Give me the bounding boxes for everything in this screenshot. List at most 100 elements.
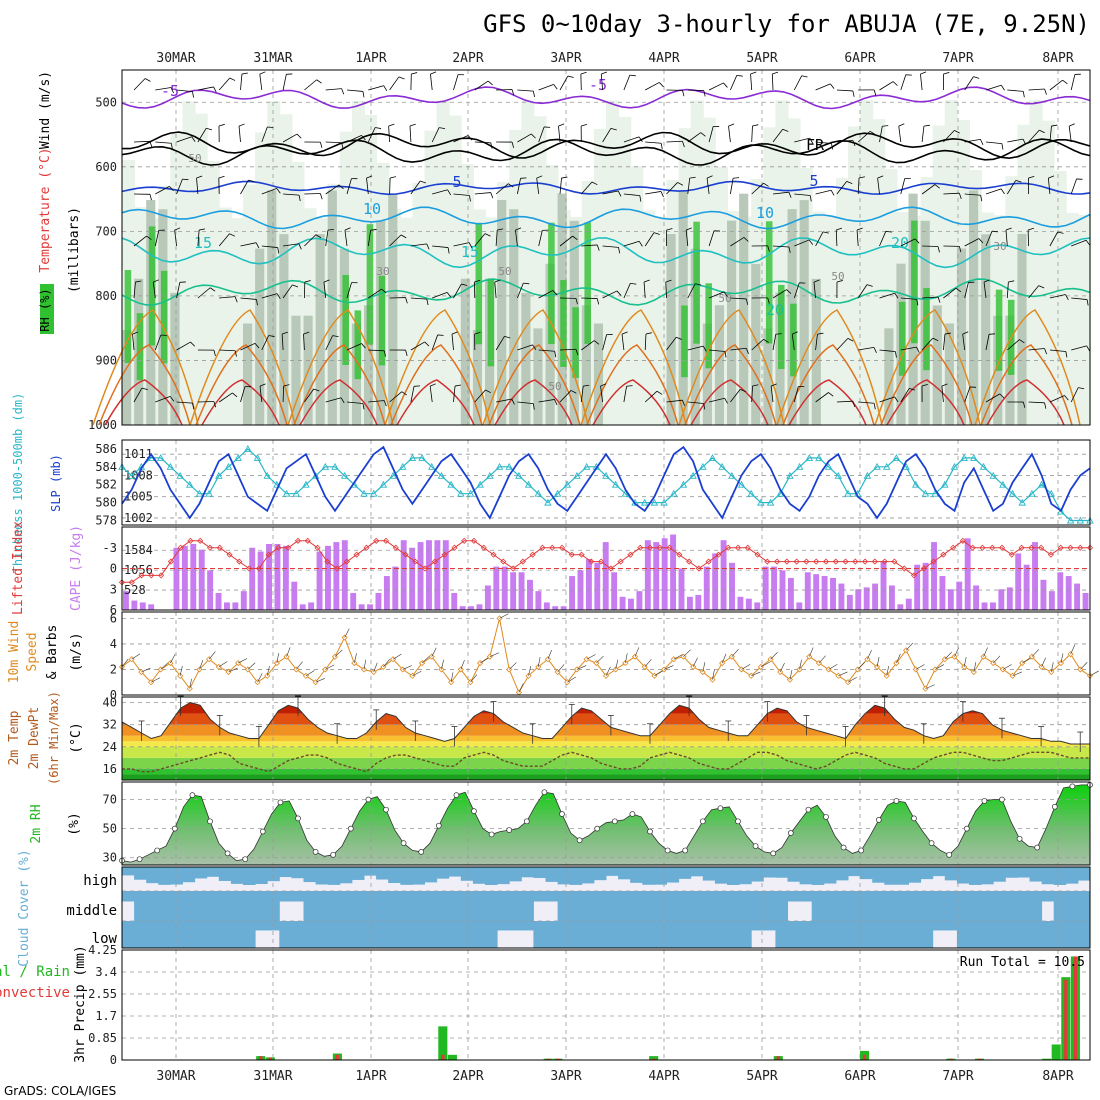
cloud-cell: [690, 867, 704, 877]
wind-barb: [238, 126, 241, 143]
wind-barb: [176, 178, 183, 195]
cloud-cell: [436, 867, 450, 879]
precip-bar: [447, 1054, 457, 1060]
temp-tick: 40: [103, 696, 117, 710]
wind-marker: [457, 666, 464, 673]
wind-barb: [602, 128, 612, 143]
wind-barb: [879, 231, 887, 247]
wind-barb: [346, 282, 352, 299]
rh-band: [606, 100, 620, 425]
wind-barb: [687, 132, 701, 143]
precip-frame: [121, 949, 1091, 1061]
cloud-cell: [799, 891, 813, 902]
li-marker: [343, 558, 350, 565]
temp-band: [122, 724, 1090, 736]
wind-barb: [496, 398, 512, 403]
date-label-top: 31MAR: [253, 51, 292, 66]
wind-barb-flag: [983, 279, 990, 283]
cloud-cell: [969, 921, 982, 948]
wind-barb: [240, 342, 256, 351]
wind-barb-flag: [618, 247, 621, 254]
wind-marker: [254, 679, 261, 686]
wind-barb: [366, 178, 369, 195]
wind-barb-flag: [149, 141, 153, 148]
cloud-cell: [872, 921, 885, 948]
wind-barb-flag: [218, 123, 225, 127]
wind-barb-flag: [135, 280, 142, 283]
wind-barb-flag: [141, 387, 148, 390]
wind-barb: [474, 80, 489, 91]
pressure-tick: 800: [95, 289, 117, 303]
wind-barb: [133, 235, 147, 247]
cape-axis-label: CAPE (J/kg): [69, 525, 84, 611]
wind-barb: [836, 338, 849, 351]
convective-bar: [949, 1058, 953, 1060]
wind-barb: [429, 386, 433, 403]
wind-barb: [666, 182, 678, 195]
wind-barb: [794, 239, 810, 247]
wind-barb-flag: [389, 176, 397, 179]
wind-barb: [964, 282, 969, 299]
cloud-cell: [158, 921, 171, 948]
wind-barb: [389, 391, 403, 403]
rh-band: [835, 178, 849, 425]
rh-marker: [805, 806, 812, 813]
wind-barb: [1028, 401, 1045, 404]
wind-barb: [518, 683, 524, 693]
cloud-cell: [944, 891, 958, 921]
wind-barb: [474, 192, 491, 195]
wind-barb-flag: [1086, 299, 1089, 306]
thickness-marker: [379, 480, 388, 488]
cape-bar: [493, 566, 500, 610]
wind-barb-flag: [639, 195, 642, 202]
wind-barb-flag: [591, 181, 598, 186]
cloud-cell: [569, 867, 583, 885]
temp-contour-label: -5: [161, 82, 179, 100]
thickness-marker: [834, 471, 843, 479]
thickness-marker: [224, 462, 233, 470]
cape-bar: [543, 602, 550, 610]
wind-barb: [621, 334, 625, 351]
cape-bar: [257, 551, 264, 610]
wind-barb-flag: [313, 388, 320, 392]
li-marker: [901, 565, 908, 572]
date-label-bottom: 2APR: [452, 1069, 483, 1084]
wind-barb: [644, 659, 652, 668]
cloud-cell: [279, 891, 292, 902]
cloud-cell: [255, 921, 268, 931]
li-marker: [920, 565, 927, 572]
cloud-cell: [787, 891, 801, 902]
wind-barb-flag: [1022, 91, 1025, 98]
cloud-cell: [291, 867, 304, 879]
cape-bar: [552, 606, 559, 610]
temp-contour: [122, 131, 1091, 160]
wind-barb: [1049, 79, 1063, 91]
wind-barb: [654, 670, 664, 677]
rh-band: [848, 126, 862, 425]
wind-barb: [602, 245, 619, 248]
wind-barb: [325, 664, 335, 670]
wind-barb-flag: [846, 180, 853, 184]
wind-barb: [346, 134, 362, 143]
cloud-cell: [194, 921, 208, 948]
cape-bar: [333, 542, 340, 610]
wind-barb-flag: [788, 246, 791, 253]
wind-barb-flag: [643, 279, 650, 283]
wind-barb-flag: [170, 143, 173, 150]
li-marker: [979, 544, 986, 551]
wind-barb-flag: [941, 383, 948, 387]
convective-bar: [776, 1056, 780, 1060]
rh-band: [705, 283, 712, 369]
wind-barb: [702, 662, 706, 673]
date-label-top: 2APR: [452, 51, 483, 66]
cloud-cell: [122, 891, 135, 902]
cloud-cell: [339, 867, 353, 884]
wind-barb: [838, 671, 848, 677]
wind-barb: [985, 334, 990, 351]
wind-barb-flag: [593, 340, 600, 345]
wind-barb: [963, 657, 967, 667]
cape-bar: [611, 572, 618, 610]
wind-barb: [576, 665, 587, 670]
wind-barb: [240, 386, 246, 403]
cloud-cell: [618, 921, 631, 948]
